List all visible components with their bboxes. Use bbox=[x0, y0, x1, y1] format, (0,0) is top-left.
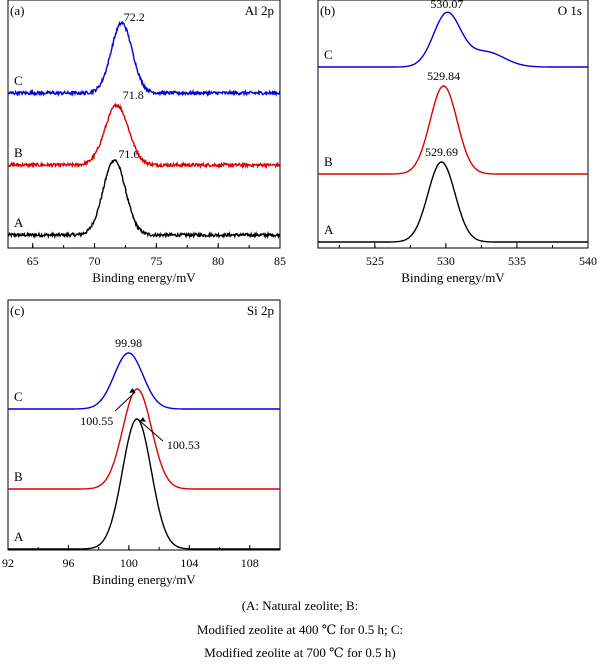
x-tick-label: 100 bbox=[120, 556, 138, 570]
plot-frame bbox=[7, 0, 281, 249]
panel-title: Si 2p bbox=[247, 303, 274, 318]
series-label-B: B bbox=[14, 469, 23, 484]
panel-label: (a) bbox=[10, 3, 24, 18]
x-tick-label: 540 bbox=[579, 254, 597, 268]
xps-figure: (a) Al 2p 65 70 75 80 85 Binding energy/mV A 71.6… bbox=[2, 0, 597, 587]
series-line-A bbox=[8, 418, 280, 550]
x-tick-label: 70 bbox=[89, 254, 101, 268]
series-label-A: A bbox=[14, 215, 24, 230]
peak-label-B: 100.55 bbox=[80, 414, 113, 428]
series-line-B bbox=[318, 85, 588, 175]
panel-title: Al 2p bbox=[245, 3, 274, 18]
annotation-arrow-B bbox=[114, 391, 136, 412]
arrowhead-A bbox=[139, 417, 146, 422]
peak-label-C: 99.98 bbox=[115, 336, 142, 350]
x-axis-label: Binding energy/mV bbox=[401, 270, 505, 285]
series-line-C bbox=[7, 20, 281, 98]
arrowhead-B bbox=[129, 388, 136, 393]
x-tick-label: 85 bbox=[274, 254, 286, 268]
annotation-arrow-A bbox=[139, 420, 164, 442]
panel-0: (a) Al 2p 65 70 75 80 85 Binding energy/mV A 71.6… bbox=[7, 0, 286, 285]
peak-label-A: 100.53 bbox=[167, 438, 200, 452]
panel-2: (c) Si 2p 92 96 100 104 108 Binding energy/mV A B… bbox=[2, 299, 281, 587]
x-tick-label: 80 bbox=[212, 254, 224, 268]
x-tick-label: 104 bbox=[180, 556, 198, 570]
series-label-C: C bbox=[324, 47, 333, 62]
x-axis-label: Binding energy/mV bbox=[92, 572, 196, 587]
caption-line-3: Modified zeolite at 700 ℃ for 0.5 h) bbox=[204, 645, 396, 660]
panel-1: (b) O 1s 525 530 535 540 Binding energy/mV A 529… bbox=[317, 0, 597, 285]
x-tick-label: 108 bbox=[241, 556, 259, 570]
series-label-C: C bbox=[14, 389, 23, 404]
peak-label-B: 529.84 bbox=[427, 69, 460, 83]
x-tick-label: 525 bbox=[366, 254, 384, 268]
x-tick-label: 65 bbox=[27, 254, 39, 268]
series-label-C: C bbox=[14, 73, 23, 88]
x-axis-label: Binding energy/mV bbox=[92, 270, 196, 285]
series-label-A: A bbox=[324, 222, 334, 237]
x-tick-label: 92 bbox=[2, 556, 14, 570]
series-line-B bbox=[7, 102, 281, 170]
plot-frame bbox=[317, 0, 589, 249]
peak-label-A: 71.6 bbox=[118, 147, 139, 161]
peak-label-C: 530.07 bbox=[430, 0, 463, 11]
series-line-B bbox=[8, 388, 280, 490]
series-line-A bbox=[318, 161, 588, 243]
x-tick-label: 75 bbox=[150, 254, 162, 268]
plot-frame bbox=[7, 299, 281, 551]
caption-line-2: Modified zeolite at 400 ℃ for 0.5 h; C: bbox=[196, 622, 404, 637]
x-tick-label: 535 bbox=[508, 254, 526, 268]
caption-line-1: (A: Natural zeolite; B: bbox=[241, 598, 359, 613]
panel-label: (c) bbox=[10, 303, 24, 318]
peak-label-B: 71.8 bbox=[123, 88, 144, 102]
series-label-A: A bbox=[14, 529, 24, 544]
panel-title: O 1s bbox=[558, 3, 582, 18]
x-tick-label: 530 bbox=[437, 254, 455, 268]
series-line-C bbox=[8, 352, 280, 410]
series-line-A bbox=[7, 158, 281, 240]
x-tick-label: 96 bbox=[62, 556, 74, 570]
peak-label-C: 72.2 bbox=[124, 10, 145, 24]
series-label-B: B bbox=[14, 145, 23, 160]
series-label-B: B bbox=[324, 154, 333, 169]
panel-label: (b) bbox=[320, 3, 335, 18]
series-line-C bbox=[318, 11, 588, 68]
peak-label-A: 529.69 bbox=[425, 145, 458, 159]
